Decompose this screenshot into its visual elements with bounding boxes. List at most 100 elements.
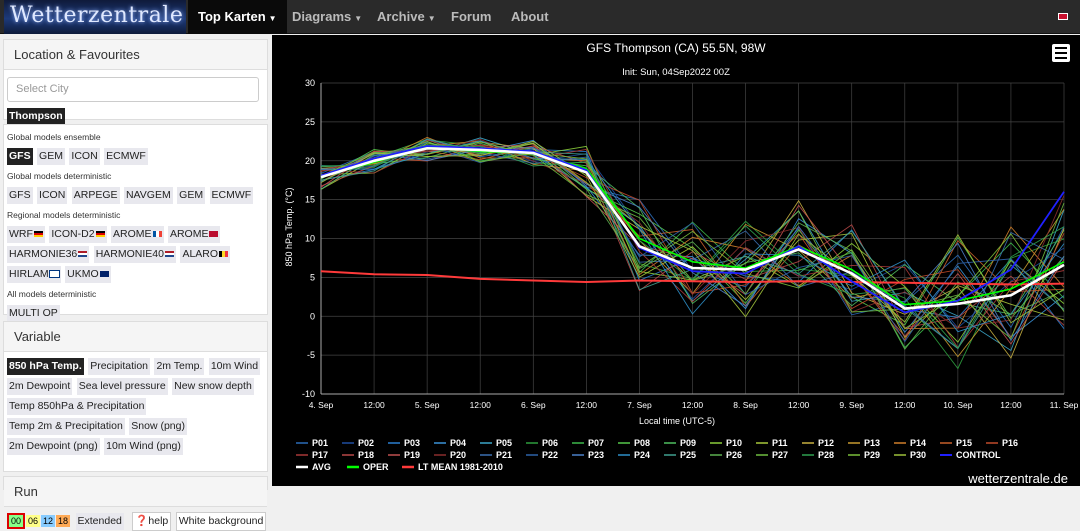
model-navgem[interactable]: NAVGEM — [123, 187, 173, 204]
variable-panel: Variable 850 hPa Temp. Precipitation 2m … — [3, 321, 268, 472]
model-arome-fr[interactable]: AROME — [111, 226, 164, 243]
run-title: Run — [4, 477, 267, 507]
var-snow-png[interactable]: Snow (png) — [129, 418, 187, 435]
nav-archive[interactable]: Archive ▼ — [377, 9, 436, 24]
model-ukmo[interactable]: UKMO — [65, 266, 111, 283]
model-wrf[interactable]: WRF — [7, 226, 45, 243]
var-10m-wind-png[interactable]: 10m Wind (png) — [104, 438, 183, 455]
top-navbar: Wetterzentrale Top Karten ▼ Diagrams ▼ Arc… — [0, 0, 1080, 34]
uk-flag-icon — [99, 271, 109, 277]
sidebar: Location & Favourites Select City Thomps… — [0, 35, 272, 531]
run-06[interactable]: 06 — [26, 515, 41, 527]
x-tick-label: 12:00 — [788, 400, 810, 410]
caret-down-icon: ▼ — [354, 14, 363, 23]
x-axis-label: Local time (UTC-5) — [639, 416, 715, 426]
legend-label: P07 — [588, 438, 604, 448]
var-new-snow-depth[interactable]: New snow depth — [172, 378, 254, 395]
ensemble-chart: GFS Thompson (CA) 55.5N, 98W Init: Sun, … — [284, 41, 1079, 486]
var-2m-dewpoint-png[interactable]: 2m Dewpoint (png) — [7, 438, 100, 455]
legend-label: P16 — [1002, 438, 1018, 448]
legend-label: AVG — [312, 462, 331, 472]
model-icon-det[interactable]: ICON — [37, 187, 68, 204]
model-gfs-ens[interactable]: GFS — [7, 148, 33, 165]
model-gfs-det[interactable]: GFS — [7, 187, 33, 204]
chart-grid — [320, 82, 1065, 395]
model-arpege[interactable]: ARPEGE — [71, 187, 120, 204]
var-sea-level-pressure[interactable]: Sea level pressure — [76, 378, 168, 395]
legend-label: P25 — [680, 450, 696, 460]
city-search-input[interactable]: Select City — [7, 77, 259, 102]
var-2m-temp[interactable]: 2m Temp. — [154, 358, 205, 375]
germany-flag-icon — [33, 231, 43, 237]
model-ecmwf-ens[interactable]: ECMWF — [104, 148, 148, 165]
ensemble-line-p23 — [320, 146, 1065, 342]
legend-label: P13 — [864, 438, 880, 448]
help-icon: ❓ — [135, 515, 149, 527]
var-850hpa-temp[interactable]: 850 hPa Temp. — [7, 358, 84, 375]
white-background-button[interactable]: White background — [175, 512, 267, 531]
var-temp2m-precip[interactable]: Temp 2m & Precipitation — [7, 418, 125, 435]
x-axis-ticks: 4. Sep 12:00 5. Sep 12:00 6. Sep 12:00 7. Sep 1… — [309, 400, 1079, 410]
site-logo[interactable]: Wetterzentrale — [4, 0, 186, 34]
var-precipitation[interactable]: Precipitation — [88, 358, 150, 375]
model-multi-op[interactable]: MULTI OP — [7, 305, 60, 322]
x-tick-label: 8. Sep — [733, 400, 758, 410]
run-18[interactable]: 18 — [56, 515, 71, 527]
legend-label: P20 — [450, 450, 466, 460]
legend-label: P30 — [910, 450, 926, 460]
nav-top-karten[interactable]: Top Karten ▼ — [188, 0, 287, 34]
legend-label: P06 — [542, 438, 558, 448]
y-tick-label: 15 — [305, 195, 315, 205]
nav-about[interactable]: About — [511, 9, 549, 24]
ensemble-line-p06 — [320, 139, 1065, 370]
run-12[interactable]: 12 — [41, 515, 56, 527]
y-tick-label: 0 — [310, 311, 315, 321]
model-icon-ens[interactable]: ICON — [69, 148, 100, 165]
y-tick-label: 10 — [305, 234, 315, 244]
model-gem-ens[interactable]: GEM — [37, 148, 65, 165]
favourite-city-tag[interactable]: Thompson — [7, 108, 65, 125]
series-line-lt-mean-1981-2010 — [320, 270, 1065, 286]
model-arome-no[interactable]: AROME — [167, 226, 221, 243]
model-harmonie36[interactable]: HARMONIE36 — [7, 246, 90, 263]
variable-title: Variable — [4, 322, 267, 352]
model-ecmwf-det[interactable]: ECMWF — [209, 187, 254, 204]
uk-flag-icon[interactable] — [1058, 13, 1068, 20]
ensemble-line-p28 — [320, 144, 1065, 349]
legend-label: P26 — [726, 450, 742, 460]
netherlands-flag-icon — [164, 251, 174, 257]
x-tick-label: 12:00 — [576, 400, 598, 410]
legend-label: CONTROL — [956, 450, 1001, 460]
model-gem-det[interactable]: GEM — [177, 187, 206, 204]
legend-label: P17 — [312, 450, 328, 460]
help-button[interactable]: ❓help — [132, 512, 172, 531]
menu-icon[interactable] — [1052, 44, 1070, 62]
run-00[interactable]: 00 — [7, 513, 26, 529]
var-10m-wind[interactable]: 10m Wind — [208, 358, 261, 375]
x-tick-label: 10. Sep — [943, 400, 973, 410]
group-label: Regional models deterministic — [7, 210, 121, 220]
extended-button[interactable]: Extended — [75, 513, 124, 530]
nav-forum[interactable]: Forum — [451, 9, 492, 24]
var-temp850-precip[interactable]: Temp 850hPa & Precipitation — [7, 398, 147, 415]
caret-down-icon: ▼ — [268, 14, 277, 23]
legend-label: P29 — [864, 450, 880, 460]
caret-down-icon: ▼ — [427, 14, 436, 23]
model-harmonie40[interactable]: HARMONIE40 — [93, 246, 176, 263]
germany-flag-icon — [95, 231, 105, 237]
var-2m-dewpoint[interactable]: 2m Dewpoint — [7, 378, 73, 395]
x-tick-label: 12:00 — [682, 400, 704, 410]
x-tick-label: 6. Sep — [521, 400, 546, 410]
models-panel: Global models ensemble GFS GEM ICON ECMW… — [3, 124, 268, 322]
legend-label: LT MEAN 1981-2010 — [418, 462, 503, 472]
x-tick-label: 12:00 — [470, 400, 492, 410]
model-hirlam[interactable]: HIRLAM — [7, 266, 61, 283]
model-alaro[interactable]: ALARO — [180, 246, 231, 263]
chart-series — [320, 136, 1065, 370]
y-tick-label: -5 — [307, 350, 315, 360]
france-flag-icon — [152, 231, 162, 237]
x-tick-label: 4. Sep — [309, 400, 334, 410]
nav-diagrams[interactable]: Diagrams ▼ — [292, 9, 363, 24]
legend-label: P19 — [404, 450, 420, 460]
model-icon-d2[interactable]: ICON-D2 — [49, 226, 107, 243]
